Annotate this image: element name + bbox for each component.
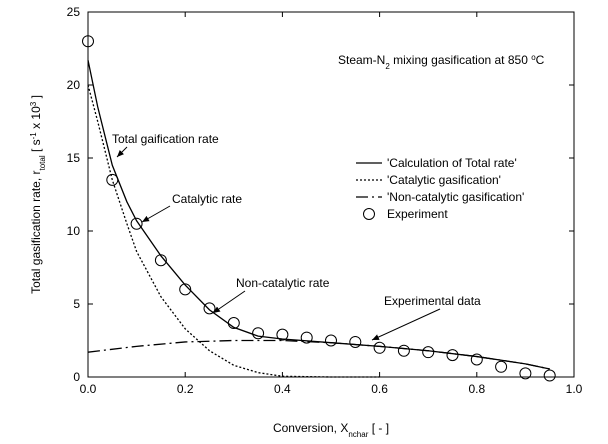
arrow	[212, 290, 246, 314]
y-tick-label: 0	[73, 370, 80, 384]
y-tick-label: 5	[73, 297, 80, 311]
data-point	[252, 327, 265, 340]
x-axis-label: Conversion, Xnchar [ - ]	[273, 421, 389, 439]
data-point	[154, 254, 167, 267]
data-point	[543, 369, 556, 382]
x-tick-label: 1.0	[566, 382, 583, 396]
series-line	[87, 339, 550, 370]
x-tick-label: 0.4	[274, 382, 291, 396]
y-axis-label-part: ]	[29, 95, 43, 102]
y-tick-label: 15	[67, 151, 81, 165]
data-point	[106, 173, 119, 186]
y-axis-label-part: -1	[29, 132, 38, 140]
y-axis-label-part: Total gasification rate, r	[29, 171, 43, 294]
data-point	[325, 334, 337, 347]
data-point	[422, 346, 435, 359]
series-line	[87, 84, 380, 378]
data-point	[300, 331, 313, 344]
x-tick-label: 0.8	[468, 382, 485, 396]
series-line	[87, 60, 550, 370]
data-point	[203, 302, 216, 315]
data-point	[130, 217, 143, 230]
legend-label: 'Non-catalytic gasification'	[387, 190, 524, 204]
x-tick-label: 0.6	[371, 382, 388, 396]
x-tick-label: 0.0	[80, 382, 97, 396]
chart-title: Steam-N2 mixing gasification at 850 oC	[338, 53, 545, 71]
chart-title-part: C	[536, 53, 545, 67]
chart-title-part: mixing gasification at 850	[390, 53, 531, 67]
y-axis-label-part: total	[38, 155, 47, 170]
y-tick-label: 10	[67, 224, 81, 238]
data-point	[227, 316, 240, 329]
data-point	[470, 353, 483, 366]
y-tick-label: 25	[67, 5, 81, 19]
annotation: Total gaification rate	[112, 132, 219, 146]
data-point	[446, 349, 459, 362]
data-point	[82, 35, 94, 48]
x-axis-label-part: nchar	[348, 430, 368, 439]
legend-label: 'Calculation of Total rate'	[387, 156, 517, 170]
data-point	[519, 367, 532, 380]
chart-title-part: Steam-N	[338, 53, 385, 67]
data-point	[276, 328, 289, 341]
data-point	[179, 283, 192, 296]
arrow	[371, 308, 441, 341]
y-axis-label-part: 3	[29, 101, 38, 106]
data-point	[495, 360, 508, 373]
chart-title-part: o	[531, 53, 536, 62]
data-point	[373, 341, 386, 354]
x-axis-label-part: [ - ]	[368, 421, 389, 435]
x-tick-label: 0.2	[177, 382, 194, 396]
y-tick-label: 20	[67, 78, 81, 92]
data-point	[397, 344, 410, 357]
arrow	[116, 146, 128, 158]
x-axis-label-part: Conversion, X	[273, 421, 348, 435]
legend-label: Experiment	[387, 207, 448, 221]
y-axis-label: Total gasification rate, rtotal [ s-1 x …	[29, 95, 47, 294]
arrow	[141, 205, 171, 223]
annotation: Experimental data	[384, 294, 481, 308]
legend-marker	[363, 208, 375, 220]
data-point	[349, 335, 362, 348]
legend-label: 'Catalytic gasification'	[387, 173, 501, 187]
annotation: Non-catalytic rate	[236, 276, 330, 290]
y-axis-label-part: x 10	[29, 106, 43, 132]
chart-title-part: 2	[385, 62, 390, 71]
annotation: Catalytic rate	[172, 192, 242, 206]
y-axis-label-part: [ s	[29, 139, 43, 155]
